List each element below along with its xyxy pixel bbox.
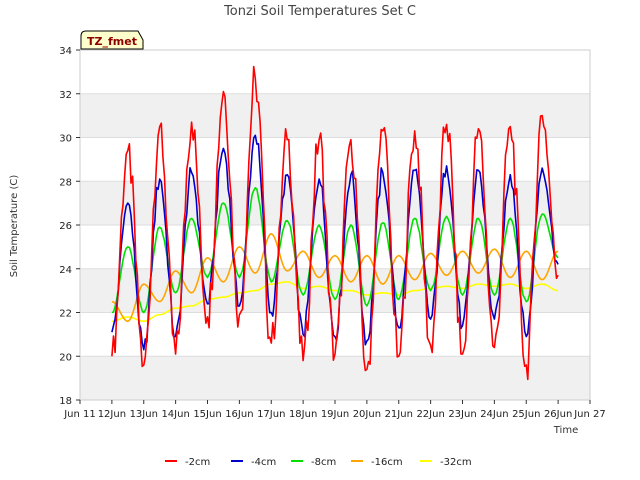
x-tick-label: 14Jun [161, 409, 189, 420]
legend-item: -16cm [351, 457, 403, 468]
x-tick-label: 22Jun [416, 409, 444, 420]
y-tick-label: 20 [59, 352, 72, 363]
legend-label: -8cm [311, 457, 336, 468]
series-line-minus-2cm [111, 65, 559, 381]
grid-band [80, 93, 590, 138]
station-badge: TZ_fmet [80, 30, 144, 50]
x-tick-label: 25Jun [512, 409, 540, 420]
legend-label: -4cm [251, 457, 276, 468]
x-axis-ticks: Jun 11 12Jun 13Jun 14Jun 15Jun 16Jun 17Jun 18Ju… [63, 400, 606, 420]
y-tick-label: 34 [59, 46, 72, 57]
y-tick-label: 24 [59, 265, 72, 276]
y-tick-label: 30 [59, 134, 72, 145]
legend-item: -2cm [165, 457, 210, 468]
grid-band [80, 356, 590, 400]
x-tick-label: Jun 27 [573, 409, 606, 420]
series-line-minus-32cm [111, 281, 559, 323]
x-tick-label: Jun 11 [63, 409, 96, 420]
x-tick-label: 20Jun [353, 409, 381, 420]
x-axis-label: Time [553, 425, 578, 436]
x-tick-label: 15Jun [193, 409, 221, 420]
series-line-minus-8cm [111, 187, 559, 314]
badge-shape [80, 30, 144, 50]
y-tick-label: 22 [59, 309, 72, 320]
legend-label: -16cm [371, 457, 403, 468]
y-tick-label: 26 [59, 221, 72, 232]
x-tick-label: 26Jun [544, 409, 572, 420]
x-tick-label: 13Jun [130, 409, 158, 420]
series-line-minus-16cm [111, 232, 559, 323]
x-tick-label: 16Jun [225, 409, 253, 420]
chart-title: Tonzi Soil Temperatures Set C [223, 4, 416, 19]
x-tick-label: 19Jun [321, 409, 349, 420]
badge-label: TZ_fmet [87, 35, 137, 48]
x-tick-label: 18Jun [289, 409, 317, 420]
y-axis-ticks: 18 20 22 24 26 28 30 32 34 [59, 46, 80, 407]
series-line-minus-4cm [111, 134, 559, 351]
series-layer [111, 65, 559, 381]
x-tick-label: 24Jun [480, 409, 508, 420]
legend-item: -4cm [231, 457, 276, 468]
legend-label: -32cm [440, 457, 472, 468]
x-tick-label: 17Jun [257, 409, 285, 420]
x-tick-label: 23Jun [448, 409, 476, 420]
x-tick-label: 21Jun [385, 409, 413, 420]
legend: -2cm -4cm -8cm -16cm -32cm [165, 457, 472, 468]
x-tick-label: 12Jun [98, 409, 126, 420]
y-axis-label: Soil Temperature (C) [9, 175, 20, 278]
y-tick-label: 32 [59, 90, 72, 101]
legend-item: -8cm [291, 457, 336, 468]
legend-label: -2cm [185, 457, 210, 468]
y-tick-label: 18 [59, 396, 72, 407]
legend-item: -32cm [420, 457, 472, 468]
y-tick-label: 28 [59, 177, 72, 188]
